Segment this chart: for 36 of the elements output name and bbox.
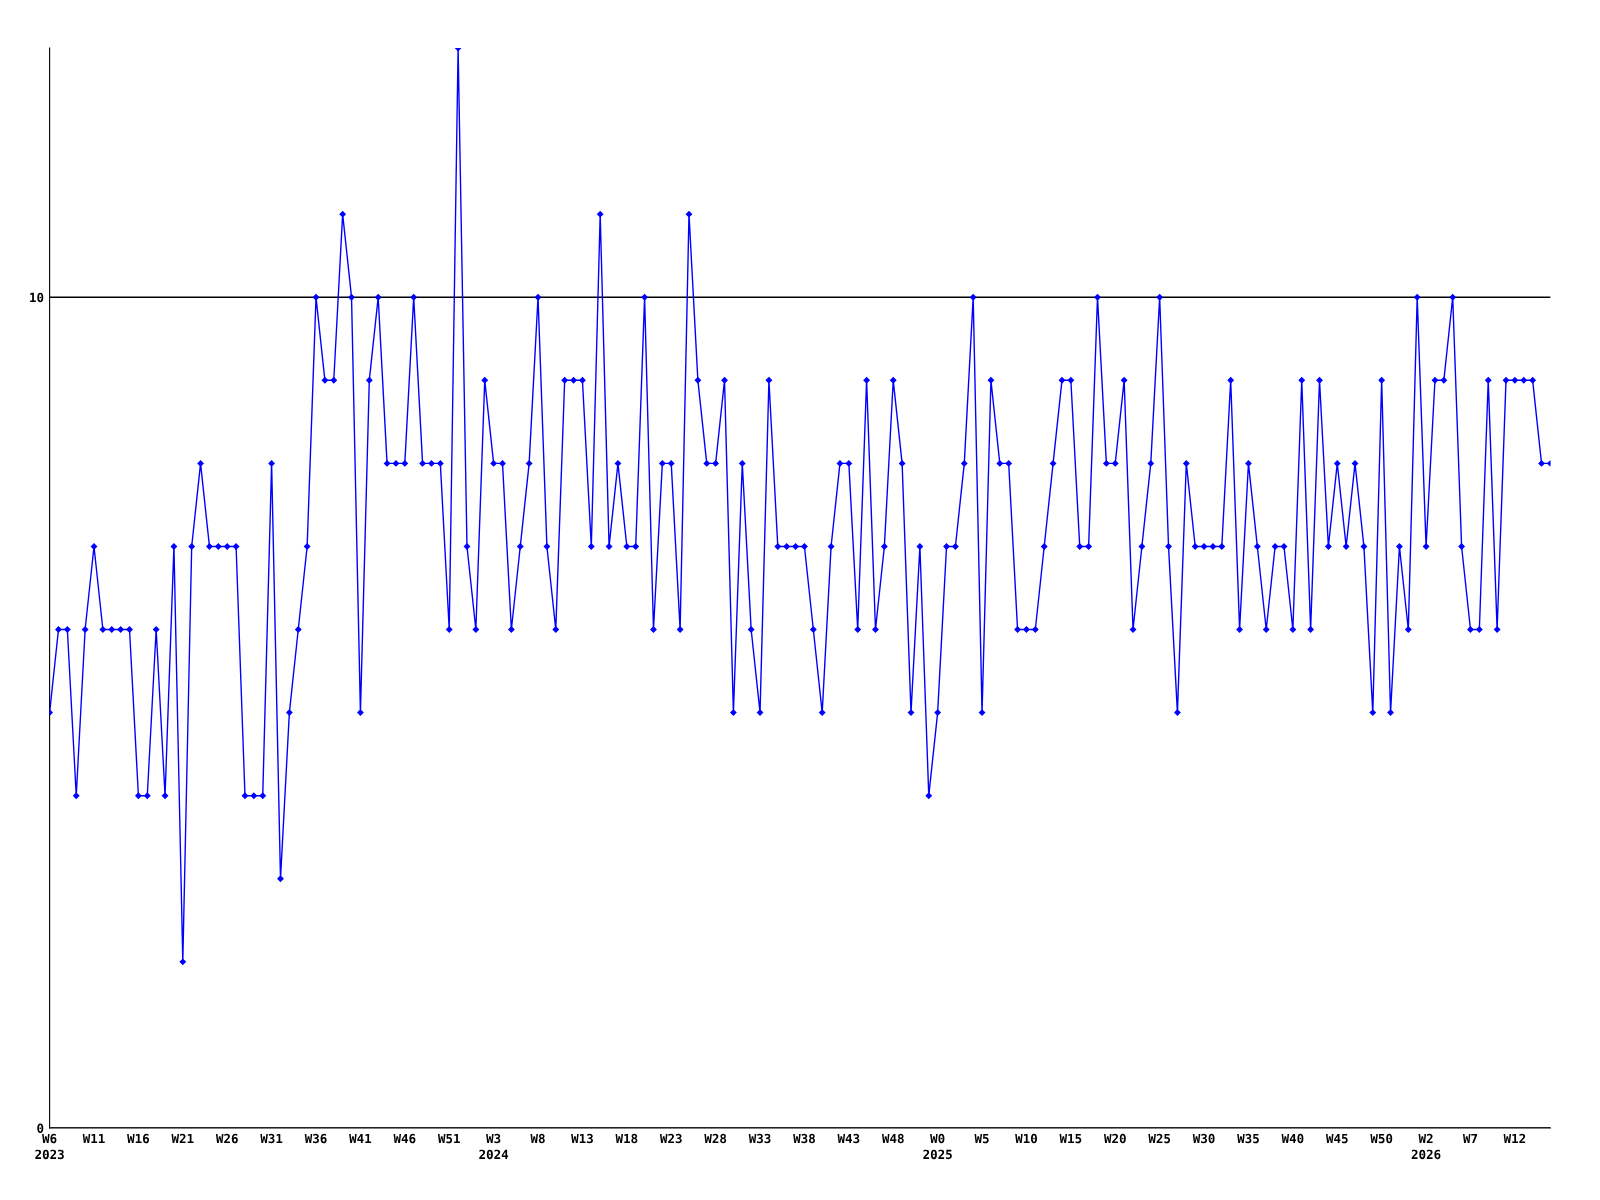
x-tick-label: W21 — [171, 1133, 194, 1144]
x-tick-label: W5 — [974, 1133, 989, 1144]
x-tick-label: W0 2025 — [923, 1133, 952, 1160]
x-tick-label: W46 — [393, 1133, 416, 1144]
x-tick-label: W20 — [1103, 1133, 1126, 1144]
x-tick-label: W43 — [837, 1133, 860, 1144]
x-tick-label: W3 2024 — [479, 1133, 509, 1160]
x-tick-label: W45 — [1325, 1133, 1348, 1144]
x-tick-label: W36 — [304, 1133, 327, 1144]
x-tick-label: W31 — [260, 1133, 283, 1144]
x-tick-label: W26 — [215, 1133, 238, 1144]
x-tick-label: W7 — [1462, 1133, 1478, 1144]
x-tick-label: W48 — [881, 1133, 904, 1144]
x-tick-label: W41 — [349, 1133, 372, 1144]
x-tick-label: W51 — [437, 1133, 460, 1144]
x-tick-label: W33 — [748, 1133, 771, 1144]
x-tick-label: W28 — [704, 1133, 727, 1144]
x-tick-label: W35 — [1237, 1133, 1259, 1144]
x-tick-label: W25 — [1148, 1133, 1171, 1144]
x-tick-label: W11 — [82, 1133, 105, 1144]
x-tick-label: W16 — [127, 1133, 150, 1144]
x-tick-label: W2 2026 — [1411, 1133, 1441, 1160]
y-tick-label: 10 — [30, 292, 44, 303]
x-tick-label: W12 — [1503, 1133, 1526, 1144]
x-tick-label: W6 2023 — [35, 1133, 64, 1160]
x-tick-label: W23 — [659, 1133, 682, 1144]
x-tick-label: W15 — [1059, 1133, 1082, 1144]
x-tick-label: W13 — [571, 1133, 593, 1144]
x-tick-label: W18 — [615, 1133, 638, 1144]
x-tick-label: W38 — [793, 1133, 815, 1144]
x-tick-label: W40 — [1281, 1133, 1304, 1144]
x-tick-label: W8 — [530, 1133, 545, 1144]
x-tick-label: W30 — [1192, 1133, 1215, 1144]
x-tick-label: W10 — [1015, 1133, 1037, 1144]
y-tick-label: 0 — [37, 1123, 44, 1133]
x-tick-label: W50 — [1370, 1133, 1393, 1144]
